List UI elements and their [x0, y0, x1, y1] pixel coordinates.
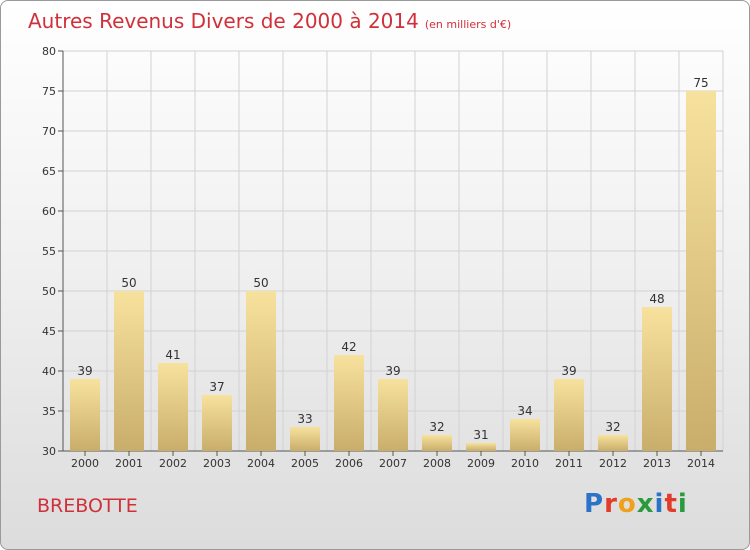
title-text: Autres Revenus Divers de 2000 à 2014 — [28, 9, 419, 33]
bar — [686, 91, 716, 451]
x-tick-label: 2002 — [159, 457, 187, 470]
data-label: 41 — [165, 348, 180, 362]
y-tick-label: 60 — [42, 205, 56, 218]
chart-subtitle: (en milliers d'€) — [424, 18, 512, 31]
x-tick-label: 2012 — [599, 457, 627, 470]
proxiti-logo: Proxiti — [584, 489, 688, 519]
bar — [158, 363, 188, 451]
data-labels: 39 50 41 37 50 33 42 39 32 31 34 39 32 48 75 — [77, 76, 708, 442]
logo-letter: o — [617, 489, 637, 519]
data-label: 31 — [473, 428, 488, 442]
logo-letter: t — [664, 489, 678, 519]
x-tick-label: 2004 — [247, 457, 275, 470]
bar — [642, 307, 672, 451]
y-tick-label: 30 — [42, 445, 56, 458]
y-tick-label: 50 — [42, 285, 56, 298]
x-tick-label: 2011 — [555, 457, 583, 470]
bar — [510, 419, 540, 451]
x-tick-label: 2005 — [291, 457, 319, 470]
data-label: 33 — [297, 412, 312, 426]
chart-title: Autres Revenus Divers de 2000 à 2014 (en … — [28, 9, 511, 33]
bar — [422, 435, 452, 451]
y-tick-label: 70 — [42, 125, 56, 138]
data-label: 39 — [77, 364, 92, 378]
logo-letter: P — [584, 489, 605, 519]
y-tick-label: 75 — [42, 85, 56, 98]
x-tick-label: 2006 — [335, 457, 363, 470]
logo-letter: i — [677, 489, 688, 519]
x-tick-label: 2013 — [643, 457, 671, 470]
bar — [334, 355, 364, 451]
data-label: 37 — [209, 380, 224, 394]
data-label: 50 — [121, 276, 136, 290]
logo-letter: r — [604, 489, 618, 519]
y-tick-label: 65 — [42, 165, 56, 178]
bar — [466, 443, 496, 451]
data-label: 75 — [693, 76, 708, 90]
data-label: 48 — [649, 292, 664, 306]
y-tick-label: 35 — [42, 405, 56, 418]
logo-letter: x — [636, 489, 655, 519]
data-label: 39 — [385, 364, 400, 378]
bar — [554, 379, 584, 451]
y-tick-label: 40 — [42, 365, 56, 378]
bar — [202, 395, 232, 451]
x-tick-label: 2009 — [467, 457, 495, 470]
x-tick-label: 2003 — [203, 457, 231, 470]
x-tick-label: 2008 — [423, 457, 451, 470]
data-label: 42 — [341, 340, 356, 354]
x-tick-label: 2014 — [687, 457, 715, 470]
data-label: 32 — [429, 420, 444, 434]
bar — [378, 379, 408, 451]
data-label: 39 — [561, 364, 576, 378]
bar — [114, 291, 144, 451]
axes: 30 35 40 45 50 55 60 65 70 75 80 2000 2001 2002 2003 20… — [42, 45, 723, 470]
x-tick-label: 2001 — [115, 457, 143, 470]
x-tick-label: 2007 — [379, 457, 407, 470]
y-tick-label: 45 — [42, 325, 56, 338]
bars — [70, 91, 716, 451]
x-tick-label: 2000 — [71, 457, 99, 470]
logo-letter: i — [654, 489, 665, 519]
bar — [598, 435, 628, 451]
data-label: 32 — [605, 420, 620, 434]
bar — [290, 427, 320, 451]
data-label: 34 — [517, 404, 532, 418]
bar — [70, 379, 100, 451]
y-tick-label: 80 — [42, 45, 56, 58]
town-name: BREBOTTE — [37, 495, 138, 517]
bar — [246, 291, 276, 451]
y-tick-label: 55 — [42, 245, 56, 258]
x-tick-label: 2010 — [511, 457, 539, 470]
data-label: 50 — [253, 276, 268, 290]
